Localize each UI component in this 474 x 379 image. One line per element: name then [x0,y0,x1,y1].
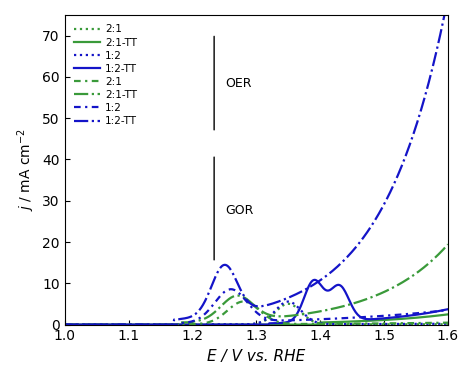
Text: OER: OER [226,77,252,89]
Legend: 2:1, 2:1-TT, 1:2, 1:2-TT, 2:1, 2:1-TT, 1:2, 1:2-TT: 2:1, 2:1-TT, 1:2, 1:2-TT, 2:1, 2:1-TT, 1… [70,20,141,130]
X-axis label: E / V vs. RHE: E / V vs. RHE [207,349,305,364]
Text: GOR: GOR [226,204,254,216]
Y-axis label: $j$ / mA cm$^{-2}$: $j$ / mA cm$^{-2}$ [15,128,36,211]
